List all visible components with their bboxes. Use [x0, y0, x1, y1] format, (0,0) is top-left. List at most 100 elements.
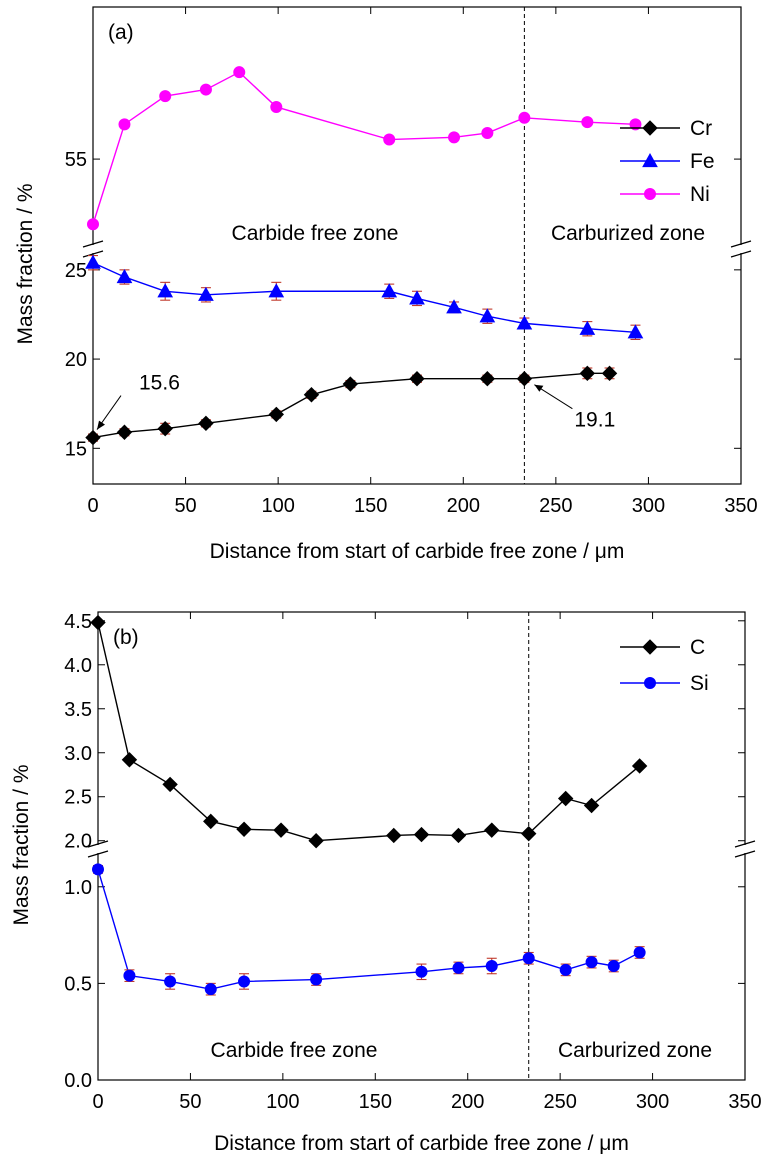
legend-label-c: C [690, 636, 705, 659]
zone-label: Carbide free zone [211, 1039, 378, 1062]
axis-break-mark [87, 850, 109, 858]
axis-break-mark [730, 250, 752, 258]
data-point-cr [579, 365, 596, 382]
data-point-c [236, 821, 252, 837]
x-tick-label: 250 [539, 495, 572, 517]
annotation-label: 15.6 [139, 372, 180, 395]
series-line-fe [92, 262, 636, 334]
data-point-ni [481, 127, 494, 140]
data-point-ni [159, 90, 172, 103]
data-point-fe [479, 308, 496, 323]
x-tick-label: 150 [359, 1091, 392, 1113]
data-point-fe [116, 268, 133, 284]
data-point-si [238, 975, 251, 988]
series-c [90, 614, 648, 849]
data-point-si [633, 946, 646, 959]
data-point-si [204, 983, 217, 996]
data-point-c [450, 827, 467, 844]
data-point-fe [446, 299, 462, 314]
x-tick-label: 0 [92, 1091, 103, 1113]
data-point-cr [157, 420, 173, 437]
x-tick-label: 200 [451, 1091, 484, 1113]
y-tick-label: 0.5 [64, 973, 92, 995]
axis-break-mark [734, 840, 756, 848]
axis-break-gap [84, 245, 102, 253]
data-point-ni [383, 133, 396, 146]
series-fe [85, 254, 644, 340]
series-line-ni [92, 71, 636, 225]
data-point-c [308, 833, 324, 849]
axis-break-gap [89, 845, 107, 853]
data-point-si [585, 956, 598, 969]
data-point-cr [409, 371, 425, 387]
data-point-si [92, 863, 104, 876]
data-point-cr [303, 387, 320, 403]
data-point-ni [118, 118, 131, 131]
axis-break-mark [82, 250, 104, 258]
data-point-si [607, 960, 620, 972]
x-axis-title: Distance from start of carbide free zone… [210, 540, 625, 563]
legend-marker-ni [644, 188, 656, 200]
y-axis-title: Mass fraction / % [14, 183, 37, 344]
data-point-c [162, 776, 178, 793]
x-tick-label: 300 [636, 1091, 669, 1113]
legend-label-fe: Fe [690, 150, 715, 173]
x-tick-label: 250 [543, 1091, 576, 1113]
annotation-arrowhead [97, 420, 105, 430]
data-point-cr [516, 371, 533, 387]
data-point-si [415, 965, 428, 978]
x-tick-label: 100 [261, 495, 294, 517]
y-tick-label: 55 [65, 149, 87, 171]
y-tick-label: 1.0 [64, 877, 92, 899]
y-tick-label: 2.5 [64, 787, 92, 809]
x-tick-label: 350 [724, 495, 757, 517]
series-ni [87, 66, 642, 231]
data-point-ni [233, 66, 246, 79]
y-tick-label: 3.5 [64, 699, 92, 721]
axis-break-mark [87, 840, 109, 848]
zone-label: Carburized zone [558, 1039, 712, 1062]
x-tick-label: 200 [447, 495, 480, 517]
y-tick-label: 15 [65, 438, 87, 460]
legend-marker-c [642, 639, 658, 655]
series-si [92, 863, 646, 996]
data-point-si [123, 969, 136, 982]
data-point-fe [85, 254, 101, 269]
x-tick-label: 0 [87, 495, 98, 517]
legend-label-cr: Cr [690, 117, 712, 140]
axis-break-gap [736, 845, 754, 853]
data-point-fe [409, 290, 425, 305]
x-axis-title: Distance from start of carbide free zone… [214, 1132, 629, 1155]
annotation-label: 19.1 [574, 409, 615, 432]
data-point-si [164, 975, 177, 988]
x-tick-label: 300 [632, 495, 665, 517]
data-point-fe [516, 315, 533, 330]
data-point-fe [627, 324, 644, 339]
chart-panel-b: 0 50 100 150 200 250 300 350 2.0 2.5 3.0 3.5 4.0 4.5 0… [10, 611, 762, 1155]
y-tick-label: 4.5 [64, 611, 92, 633]
legend-marker-cr [642, 120, 658, 136]
data-point-cr [342, 376, 359, 392]
panel-label: (b) [113, 626, 139, 649]
data-point-c [90, 614, 106, 631]
data-point-ni [199, 83, 212, 96]
y-tick-label: 4.0 [64, 655, 92, 677]
data-point-ni [87, 218, 99, 231]
y-tick-label: 0.0 [64, 1070, 92, 1092]
data-point-fe [157, 283, 174, 298]
series-cr [85, 365, 618, 446]
data-point-c [413, 826, 430, 843]
legend-marker-fe [642, 152, 658, 168]
data-point-cr [268, 406, 284, 423]
plot-frame [92, 6, 742, 485]
x-tick-label: 50 [174, 495, 196, 517]
data-point-fe [268, 283, 285, 298]
data-point-ni [270, 100, 283, 113]
data-point-cr [116, 424, 133, 440]
data-point-si [522, 952, 535, 965]
data-point-ni [629, 118, 642, 131]
data-point-ni [518, 111, 531, 124]
zone-label: Carbide free zone [232, 222, 399, 245]
data-point-c [557, 790, 574, 807]
data-point-cr [479, 371, 496, 387]
